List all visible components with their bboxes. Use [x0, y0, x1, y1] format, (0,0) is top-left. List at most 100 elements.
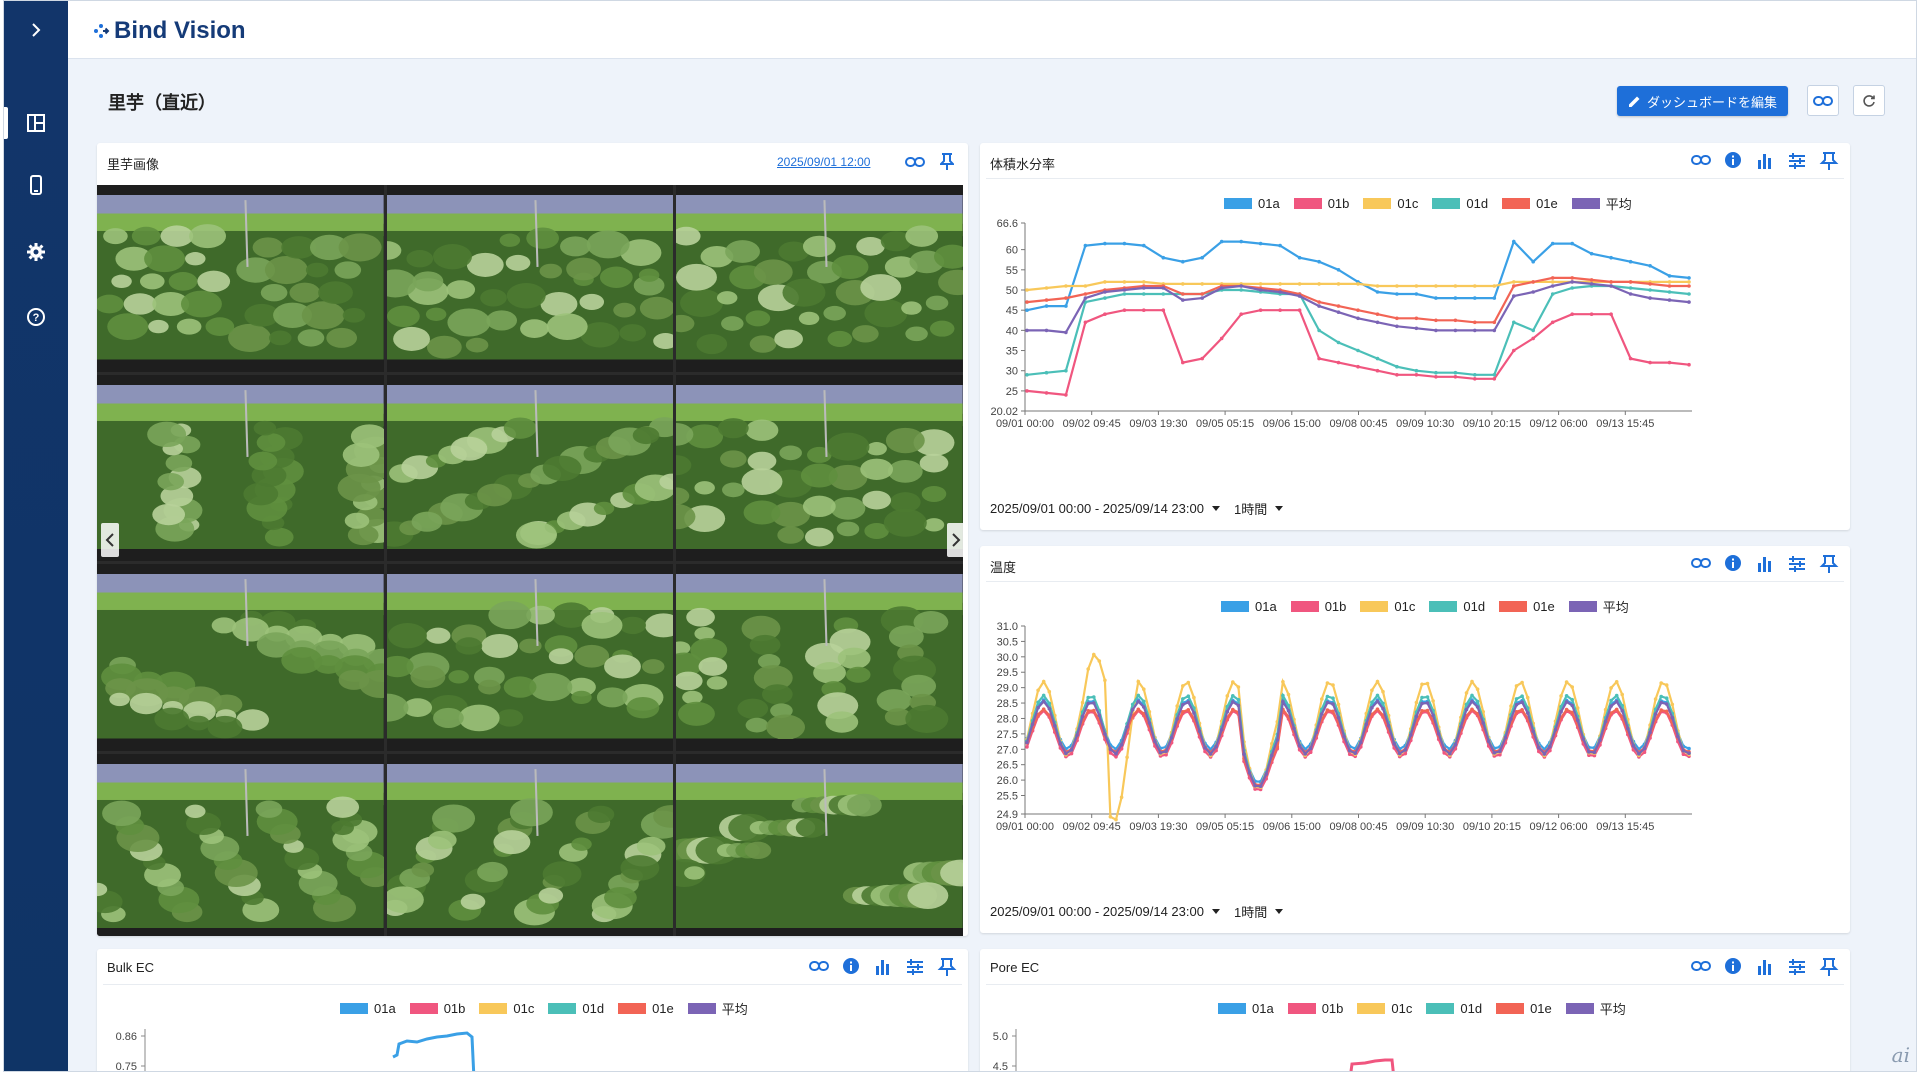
field-photo[interactable]: [676, 753, 963, 936]
image-date-link[interactable]: 2025/09/01 12:00: [777, 155, 871, 169]
data-point: [1550, 276, 1555, 280]
sidebar-item-help[interactable]: ?: [4, 295, 68, 339]
link-button[interactable]: [1690, 957, 1712, 979]
legend-item[interactable]: 01d: [1432, 196, 1488, 211]
data-point: [1481, 710, 1485, 714]
caret-down-icon[interactable]: [1211, 506, 1220, 511]
chart-settings-button[interactable]: [904, 957, 926, 979]
data-point: [1225, 694, 1230, 698]
data-point: [1670, 702, 1675, 707]
legend-item[interactable]: 平均: [1571, 194, 1632, 213]
legend-item[interactable]: 01d: [1426, 1001, 1482, 1016]
chart-settings-button[interactable]: [1786, 554, 1808, 576]
legend-item[interactable]: 01e: [1499, 599, 1555, 614]
link-button[interactable]: [808, 957, 830, 979]
legend-item[interactable]: 01e: [1496, 1001, 1552, 1016]
sidebar-item-dashboard[interactable]: [4, 101, 68, 145]
field-photo[interactable]: [386, 185, 674, 372]
pin-button[interactable]: [1818, 957, 1840, 979]
data-point: [1136, 707, 1141, 712]
info-button[interactable]: [1722, 554, 1744, 576]
legend-item[interactable]: 01a: [1218, 1001, 1274, 1016]
data-point: [1475, 699, 1480, 704]
data-point: [1564, 700, 1569, 704]
data-point: [1403, 751, 1408, 756]
data-point: [1453, 296, 1458, 300]
legend-item[interactable]: 01b: [409, 1001, 465, 1016]
field-photo[interactable]: [386, 564, 674, 751]
range-selector[interactable]: 2025/09/01 00:00 - 2025/09/14 23:00: [990, 501, 1204, 516]
field-photo[interactable]: [676, 185, 963, 372]
pin-button[interactable]: [936, 151, 958, 173]
legend-item[interactable]: 01e: [1502, 196, 1558, 211]
legend-item[interactable]: 01a: [1221, 599, 1277, 614]
field-photo[interactable]: [386, 753, 674, 936]
chart-type-button[interactable]: [1754, 554, 1776, 576]
field-photo[interactable]: [97, 374, 384, 561]
legend-item[interactable]: 平均: [687, 999, 748, 1018]
link-button[interactable]: [1690, 151, 1712, 173]
pore-ec-title: Pore EC: [990, 960, 1040, 975]
data-point: [1200, 296, 1204, 300]
prev-image-button[interactable]: [101, 523, 119, 557]
chart-settings-button[interactable]: [1786, 957, 1808, 979]
link-button[interactable]: [1690, 554, 1712, 576]
data-point: [1434, 296, 1438, 300]
info-button[interactable]: [1722, 151, 1744, 173]
sidebar-toggle-button[interactable]: [4, 1, 68, 59]
data-point: [1047, 689, 1052, 694]
legend-item[interactable]: 01a: [340, 1001, 396, 1016]
chart-type-button[interactable]: [1754, 151, 1776, 173]
interval-selector[interactable]: 1時間: [1233, 905, 1268, 920]
field-photo[interactable]: [97, 185, 384, 372]
field-photo[interactable]: [97, 753, 384, 936]
refresh-button[interactable]: [1853, 85, 1885, 116]
caret-down-icon[interactable]: [1211, 909, 1220, 914]
range-selector[interactable]: 2025/09/01 00:00 - 2025/09/14 23:00: [990, 904, 1204, 919]
next-image-button[interactable]: [947, 523, 965, 557]
chart-type-button[interactable]: [872, 957, 894, 979]
legend-swatch: [1571, 198, 1600, 209]
field-photo[interactable]: [386, 374, 674, 561]
info-button[interactable]: [1722, 957, 1744, 979]
legend-item[interactable]: 01c: [1357, 1001, 1412, 1016]
pin-button[interactable]: [1818, 151, 1840, 173]
chart-settings-button[interactable]: [1786, 151, 1808, 173]
pin-button[interactable]: [936, 957, 958, 979]
data-point: [1225, 704, 1230, 709]
legend-item[interactable]: 01b: [1290, 599, 1346, 614]
legend-item[interactable]: 01b: [1293, 196, 1349, 211]
legend-item[interactable]: 01c: [1360, 599, 1415, 614]
field-photo[interactable]: [676, 374, 963, 561]
field-photo[interactable]: [97, 564, 384, 751]
sidebar-item-device[interactable]: [4, 163, 68, 207]
share-link-button[interactable]: [1807, 85, 1839, 116]
legend-item[interactable]: 01a: [1224, 196, 1280, 211]
legend-item[interactable]: 平均: [1568, 597, 1629, 616]
data-point: [1512, 294, 1516, 298]
legend-item[interactable]: 01d: [1429, 599, 1485, 614]
legend-item[interactable]: 01e: [618, 1001, 674, 1016]
legend-item[interactable]: 01d: [548, 1001, 604, 1016]
legend-item[interactable]: 01c: [1363, 196, 1418, 211]
data-point: [1425, 681, 1430, 686]
interval-selector[interactable]: 1時間: [1233, 502, 1268, 517]
data-point: [1564, 707, 1569, 712]
chart-type-button[interactable]: [1754, 957, 1776, 979]
info-button[interactable]: [840, 957, 862, 979]
legend-item[interactable]: 平均: [1565, 999, 1626, 1018]
pin-button[interactable]: [1818, 554, 1840, 576]
temp-panel-actions: [1690, 554, 1840, 576]
legend-item[interactable]: 01c: [479, 1001, 534, 1016]
caret-down-icon[interactable]: [1275, 909, 1284, 914]
legend-item[interactable]: 01b: [1287, 1001, 1343, 1016]
app-logo[interactable]: Bind Vision: [92, 17, 246, 45]
sidebar-item-settings[interactable]: [4, 230, 68, 274]
edit-dashboard-button[interactable]: ダッシュボードを編集: [1617, 86, 1788, 116]
data-point: [1336, 304, 1341, 308]
link-button[interactable]: [904, 151, 926, 173]
field-photo[interactable]: [676, 564, 963, 751]
caret-down-icon[interactable]: [1275, 506, 1284, 511]
data-point: [1392, 741, 1396, 746]
data-point: [1431, 699, 1435, 703]
